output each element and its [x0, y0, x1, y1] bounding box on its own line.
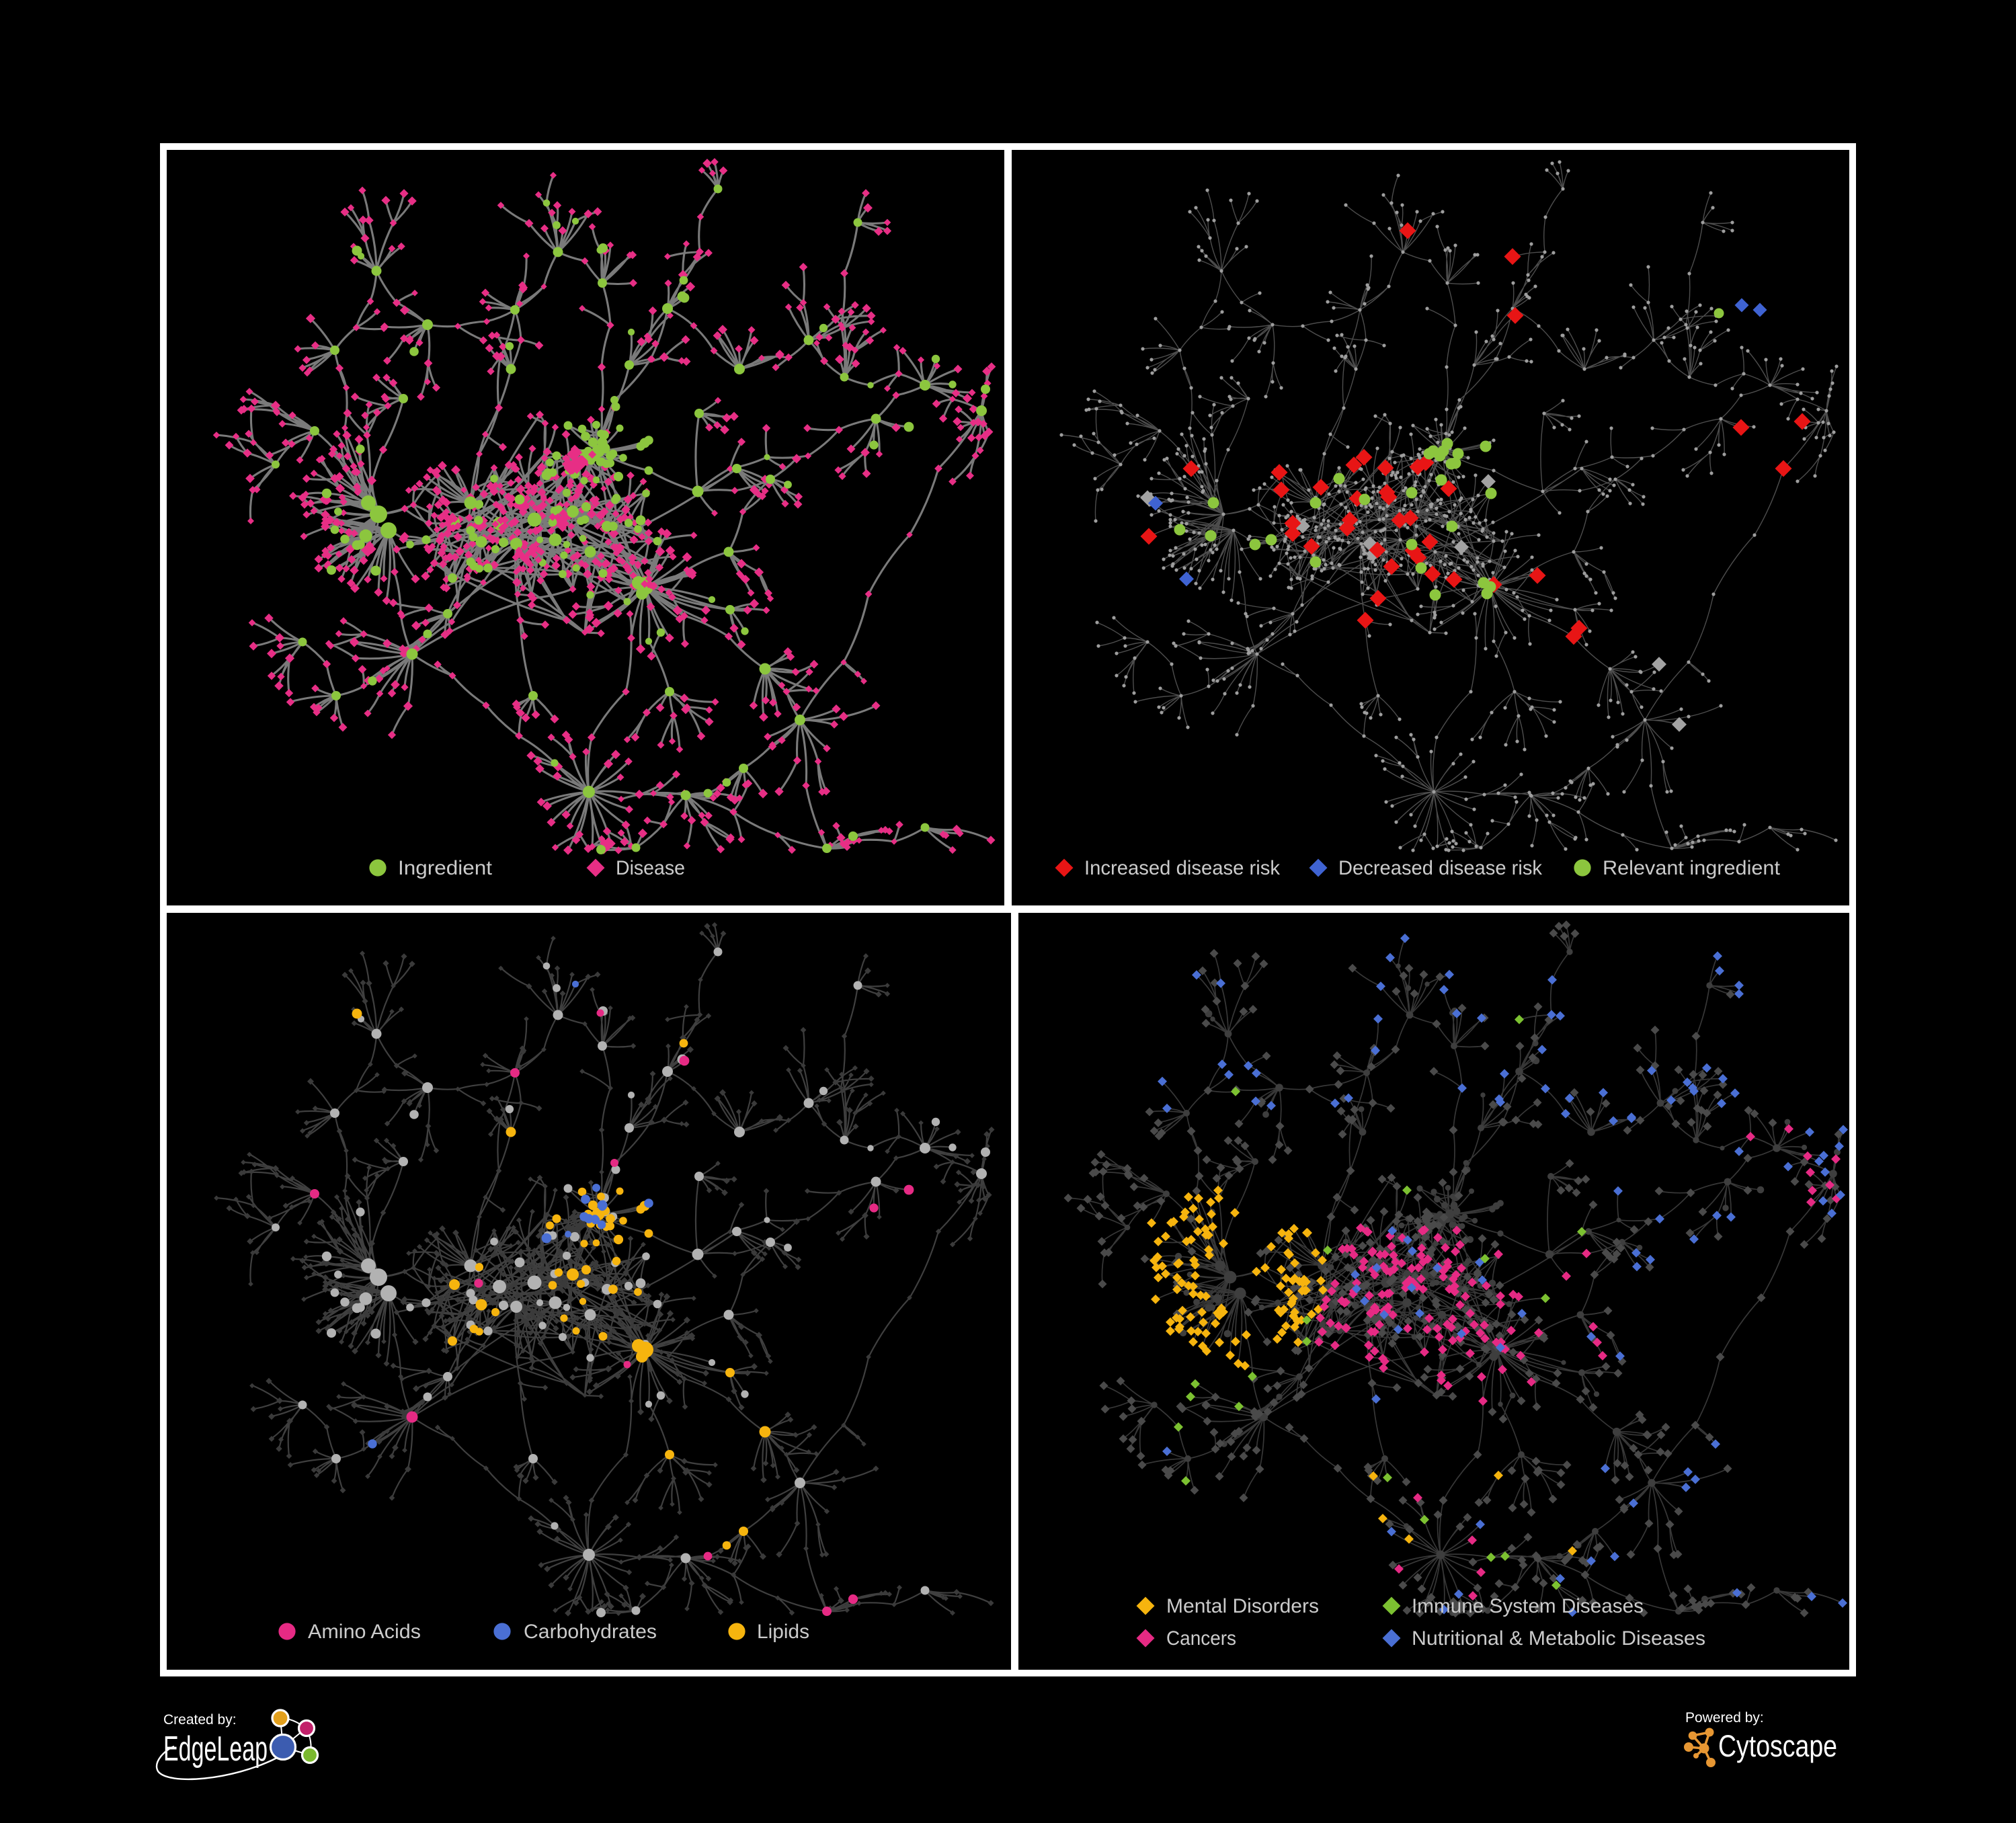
- svg-text:Disease: Disease: [616, 857, 685, 879]
- svg-text:EdgeLeap: EdgeLeap: [163, 1730, 268, 1769]
- svg-text:Amino Acids: Amino Acids: [308, 1621, 421, 1643]
- svg-text:Lipids: Lipids: [757, 1621, 809, 1643]
- svg-text:Powered by:: Powered by:: [1685, 1710, 1764, 1726]
- svg-text:Created by:: Created by:: [163, 1712, 237, 1728]
- svg-text:Carbohydrates: Carbohydrates: [524, 1621, 657, 1643]
- svg-text:Increased disease risk: Increased disease risk: [1084, 857, 1281, 879]
- svg-text:Mental Disorders: Mental Disorders: [1166, 1595, 1319, 1617]
- svg-text:Immune System Diseases: Immune System Diseases: [1412, 1595, 1644, 1617]
- svg-text:Relevant ingredient: Relevant ingredient: [1603, 857, 1781, 879]
- svg-text:Nutritional & Metabolic Diseas: Nutritional & Metabolic Diseases: [1412, 1627, 1705, 1650]
- svg-text:Ingredient: Ingredient: [398, 857, 493, 879]
- svg-text:Cancers: Cancers: [1166, 1627, 1236, 1650]
- svg-text:Decreased disease risk: Decreased disease risk: [1338, 857, 1543, 879]
- svg-text:Cytoscape: Cytoscape: [1718, 1729, 1837, 1763]
